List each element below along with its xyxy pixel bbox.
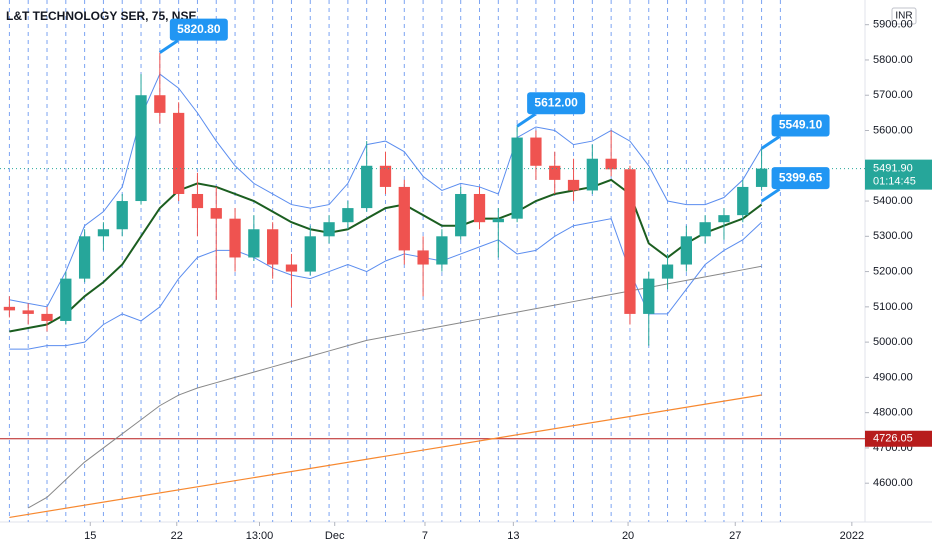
candle-body [379,165,392,187]
x-tick-label: 2022 [840,530,864,542]
x-tick-label: 13 [507,530,519,542]
candle-body [643,278,655,314]
candle-body [78,236,91,279]
callout-label: 5399.65 [779,170,823,184]
x-tick-label: 20 [622,530,634,542]
y-tick-label: 4800.00 [873,407,913,419]
y-tick-label: 5800.00 [873,54,913,66]
x-tick-label: 27 [729,530,741,542]
indicator-line [9,73,763,308]
plot-area [0,52,865,519]
currency-box [891,7,917,25]
y-tick-label: 5400.00 [873,195,913,207]
callout-box [527,92,586,115]
candle-body [210,208,222,219]
candle-body [191,193,204,209]
candle-body [492,218,504,223]
candle-body [586,158,598,191]
candle-body [624,169,636,314]
chart-title: L&T TECHNOLOGY SER, 75, NSE [6,9,196,23]
x-tick-label: 13:00 [246,530,274,542]
candle-body [455,193,467,237]
candle-body [680,236,692,265]
indicator-line [27,265,762,509]
candle-body [60,278,72,321]
candle-body [511,137,523,219]
trend-line [9,394,762,519]
y-tick-label: 5200.00 [873,265,913,277]
candle-body [41,313,53,321]
callout-box [169,18,228,41]
candle-body [342,208,354,223]
x-tick-label: 7 [422,530,428,542]
candle-body [285,264,298,272]
callout-pointer [760,187,781,203]
callout-label: 5820.80 [177,22,221,36]
x-tick-label: Dec [325,530,345,542]
candle-body [116,201,128,230]
y-tick-label: 5100.00 [873,301,913,313]
y-tick-label: 4900.00 [873,371,913,383]
candle-body [173,112,185,194]
candle-body [248,229,260,258]
candle-body [304,236,316,272]
candle-body [22,310,34,314]
candle-body [661,264,674,279]
candle-body [398,186,410,251]
callout-pointer [516,113,536,128]
candle-body [567,179,580,191]
last-price-label: 5491.90 [873,163,913,175]
candle-body [530,137,542,166]
countdown-label: 01:14:45 [873,176,916,188]
callout-pointer [159,39,179,54]
candle-body [229,218,241,258]
candle-body [436,236,448,265]
x-tick-label: 15 [84,530,96,542]
candle-body [473,193,486,223]
indicator-line [9,178,763,333]
candle-body [737,186,749,216]
candle-body [361,165,373,209]
candle-body [699,222,711,237]
level-label: 4726.05 [873,433,913,445]
candle-body [97,229,110,237]
y-tick-label: 5900.00 [873,19,913,31]
candle-body [605,158,617,170]
y-tick-label: 5300.00 [873,230,913,242]
last-price-box [865,159,932,190]
callout-label: 5549.10 [779,118,823,132]
callout-box [771,167,830,190]
candle-body [135,95,147,202]
y-tick-label: 5600.00 [873,124,913,136]
candle-body [718,215,730,223]
level-label-box [865,430,932,447]
callout-box [771,114,830,137]
candle-body [755,168,768,187]
candle-body [417,250,429,265]
currency-label: INR [895,11,912,22]
candle-body [3,306,16,311]
y-tick-label: 5000.00 [873,336,913,348]
candle-body [549,165,561,180]
y-tick-label: 4600.00 [873,477,913,489]
callout-label: 5612.00 [534,95,578,109]
candle-body [323,222,335,237]
indicator-line [9,218,762,350]
candle-body [154,95,166,113]
y-tick-label: 5700.00 [873,89,913,101]
candle-body [267,229,279,265]
callout-pointer [760,135,781,150]
x-tick-label: 22 [171,530,183,542]
